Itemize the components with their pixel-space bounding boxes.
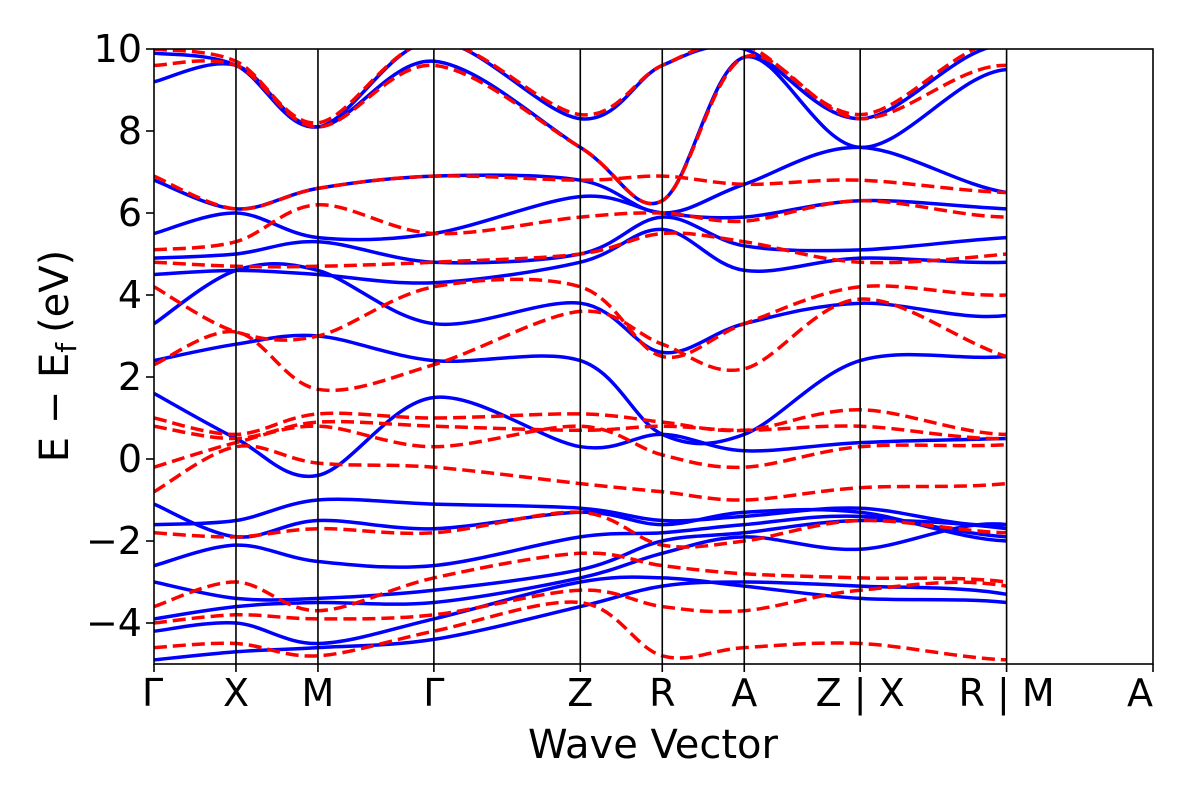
x-tick-label: X bbox=[223, 671, 249, 715]
plot-frame bbox=[153, 48, 1154, 665]
y-axis-label: E − Ef (eV) bbox=[32, 250, 83, 463]
y-tick-label: −4 bbox=[86, 601, 142, 645]
y-axis-ticks: −4 −2 0 2 4 6 8 10 bbox=[86, 27, 154, 645]
x-tick-label: Γ bbox=[423, 671, 444, 715]
x-tick-label: R | M bbox=[959, 671, 1055, 716]
y-tick-label: −2 bbox=[86, 519, 142, 563]
x-tick-label: Z | X bbox=[816, 671, 905, 716]
x-tick-label: Z bbox=[567, 671, 593, 715]
x-axis-ticks: Γ X M Γ Z R A Z | X R | M A bbox=[142, 664, 1154, 716]
band-line-s0-b8 bbox=[154, 333, 1007, 446]
y-tick-label: 2 bbox=[118, 355, 142, 399]
y-axis-label-unit: (eV) bbox=[32, 250, 78, 333]
y-tick-label: 8 bbox=[118, 109, 142, 153]
x-tick-label: R bbox=[649, 671, 675, 715]
band-line-s1-b9 bbox=[154, 277, 1007, 360]
x-tick-label: A bbox=[731, 671, 757, 715]
band-line-s1-b12 bbox=[154, 174, 1007, 211]
band-line-s1-b13 bbox=[154, 53, 1007, 206]
y-tick-label: 10 bbox=[94, 27, 142, 71]
x-axis-label: Wave Vector bbox=[528, 722, 779, 768]
band-line-s0-b14 bbox=[154, 55, 1007, 206]
y-tick-label: 4 bbox=[118, 273, 142, 317]
y-tick-label: 0 bbox=[118, 437, 142, 481]
x-tick-label: M bbox=[302, 671, 335, 715]
y-tick-label: 6 bbox=[118, 191, 142, 235]
band-line-s0-b7 bbox=[154, 391, 1007, 479]
high-symmetry-lines bbox=[235, 49, 1008, 664]
y-axis-label-main: E − E bbox=[32, 353, 78, 463]
x-tick-label: Γ bbox=[142, 671, 163, 715]
band-line-s1-b0 bbox=[154, 600, 1007, 662]
y-axis-label-subscript: f bbox=[50, 342, 83, 353]
x-tick-label: A bbox=[1127, 671, 1153, 715]
band-line-s1-b7 bbox=[154, 408, 1007, 437]
